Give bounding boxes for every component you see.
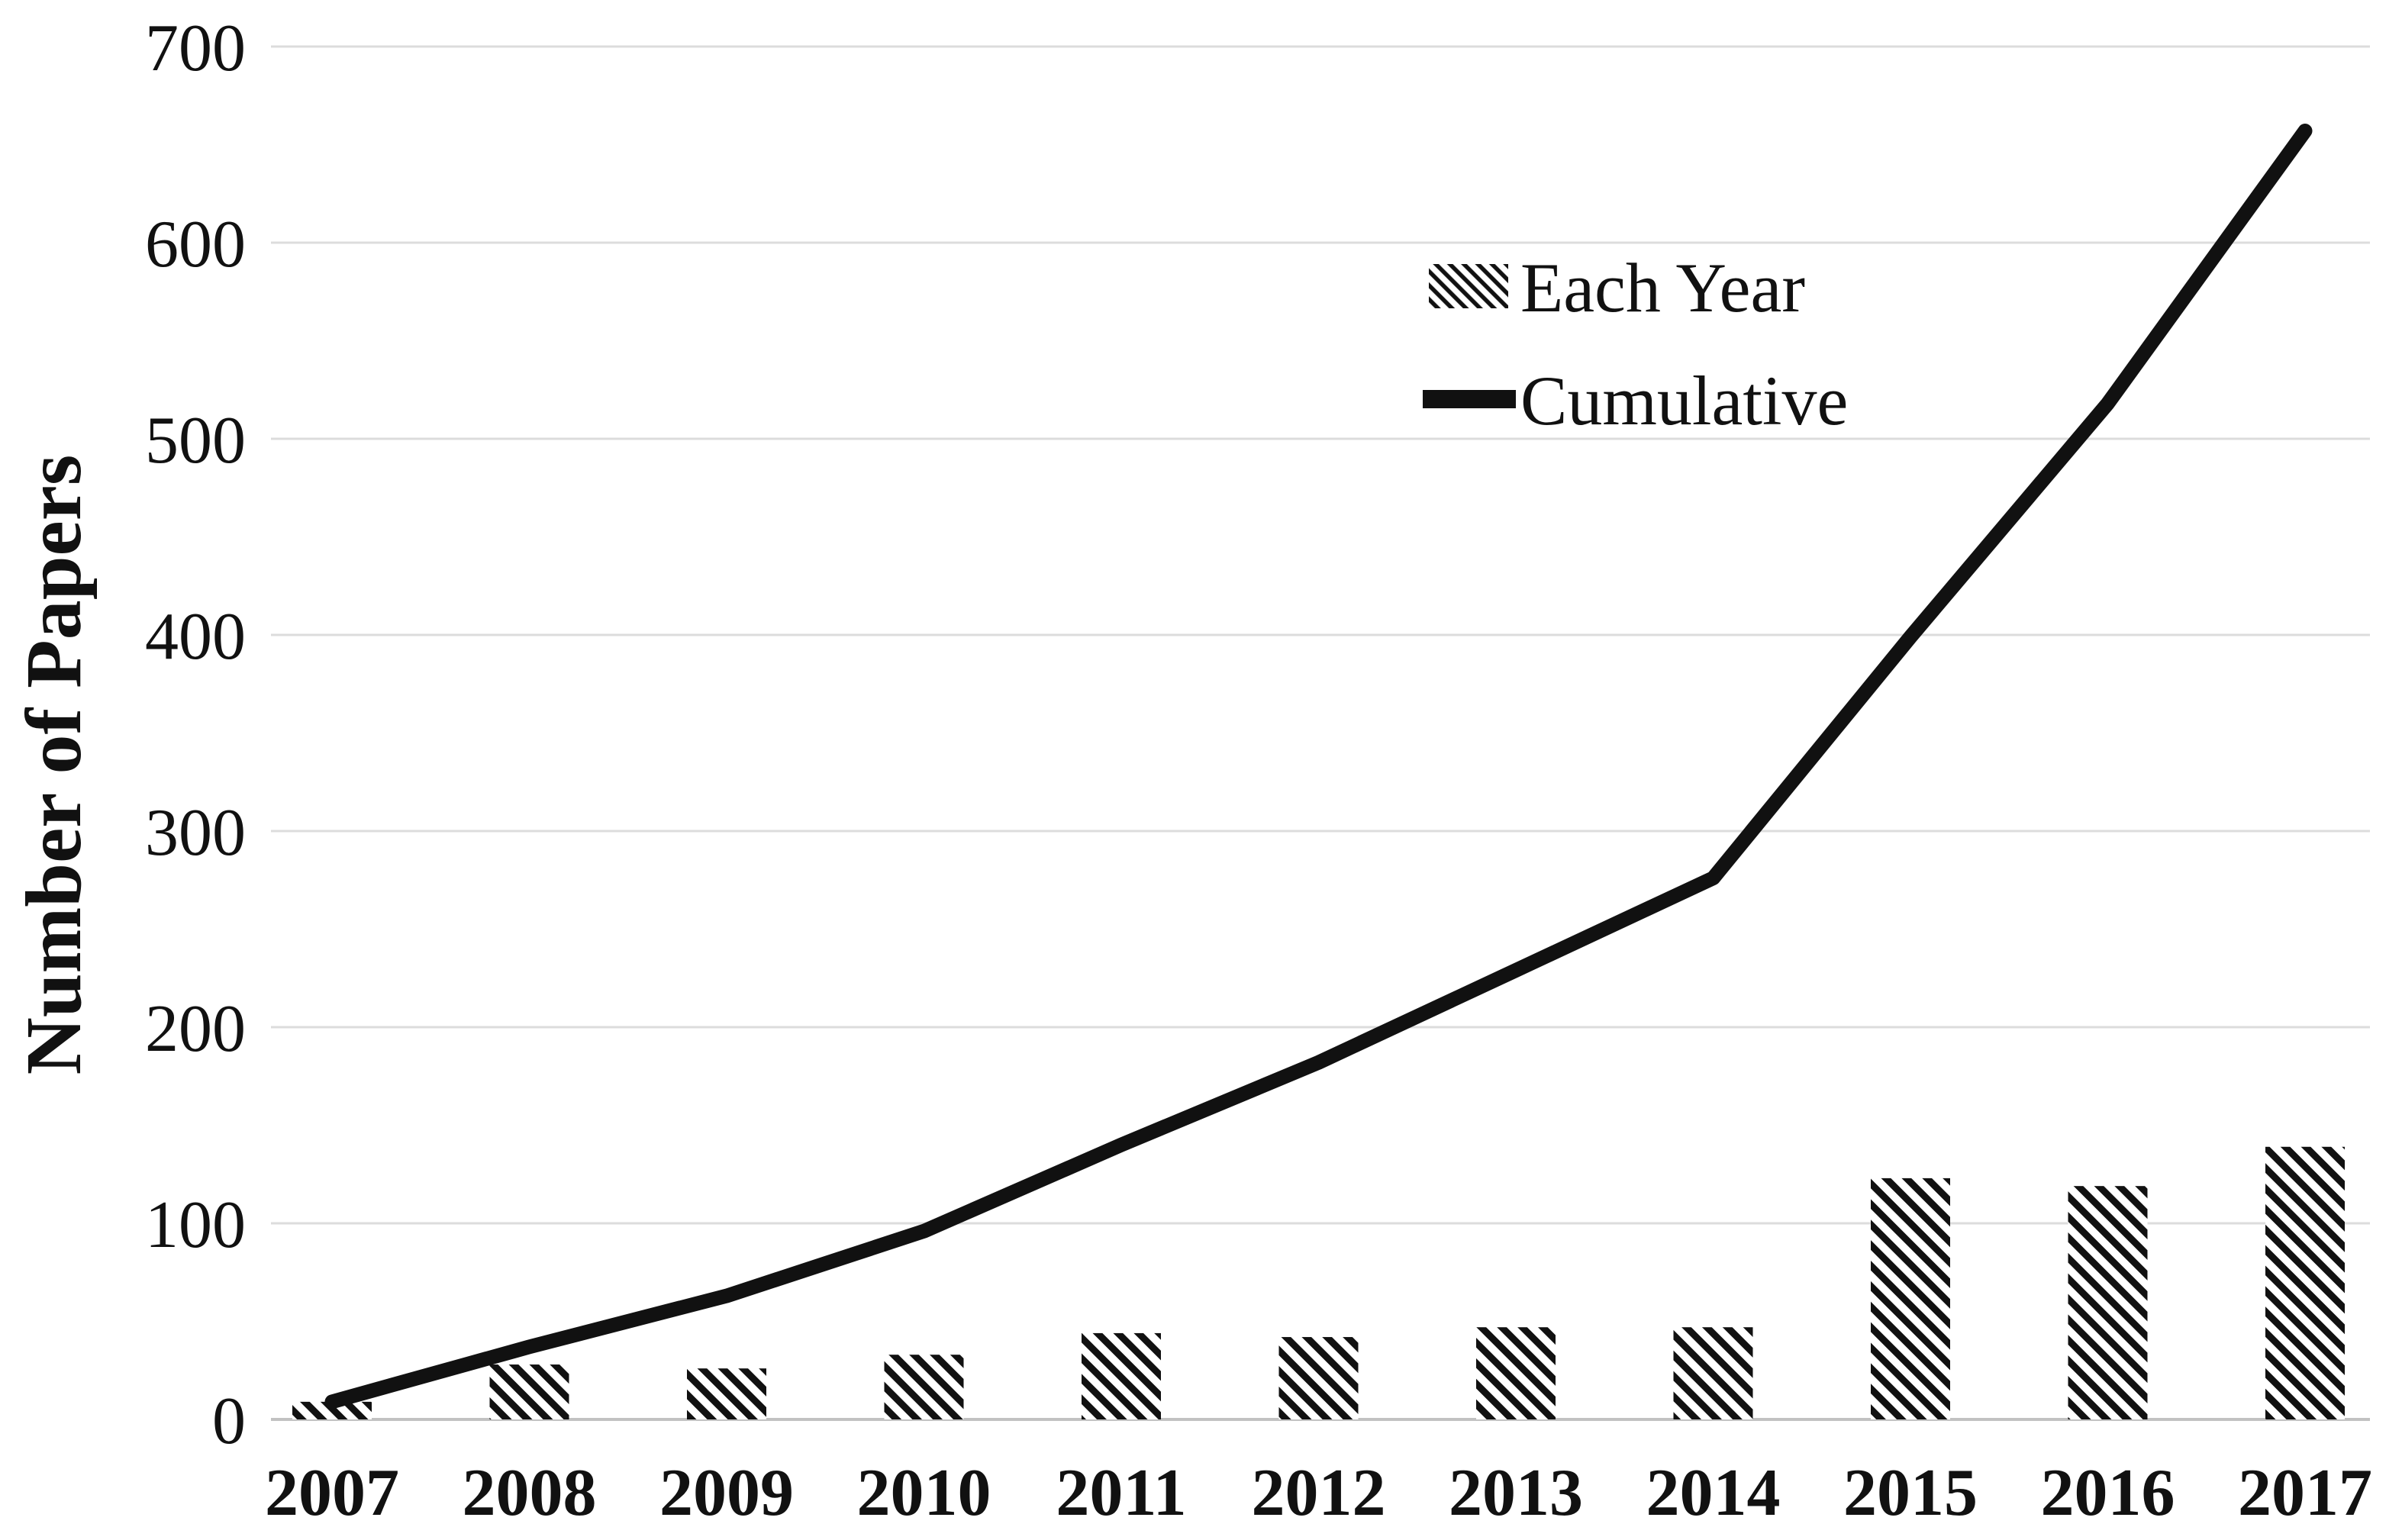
x-tick-label-2015: 2015 bbox=[1843, 1456, 1978, 1530]
legend-cumulative-label: Cumulative bbox=[1520, 362, 1848, 440]
y-tick-label-0: 0 bbox=[212, 1384, 246, 1458]
y-tick-label-400: 400 bbox=[145, 600, 246, 674]
x-tick-label-2017: 2017 bbox=[2238, 1456, 2372, 1530]
y-tick-label-100: 100 bbox=[145, 1188, 246, 1262]
bar-2009 bbox=[687, 1368, 766, 1419]
x-tick-label-2008: 2008 bbox=[463, 1456, 597, 1530]
y-tick-label-600: 600 bbox=[145, 208, 246, 282]
y-axis-title: Number of Papers bbox=[10, 455, 98, 1075]
y-tick-label-500: 500 bbox=[145, 404, 246, 478]
x-tick-label-2007: 2007 bbox=[265, 1456, 399, 1530]
y-tick-label-200: 200 bbox=[145, 992, 246, 1066]
y-axis-tick-labels: 0 100 200 300 400 500 600 700 bbox=[145, 11, 246, 1458]
bar-2013 bbox=[1476, 1327, 1556, 1419]
x-axis-tick-labels: 2007 2008 2009 2010 2011 2012 2013 2014 2015 2016… bbox=[265, 1456, 2372, 1530]
bar-2007 bbox=[292, 1401, 372, 1419]
bar-2011 bbox=[1082, 1332, 1161, 1419]
x-tick-label-2012: 2012 bbox=[1252, 1456, 1386, 1530]
bar-2017 bbox=[2265, 1146, 2345, 1419]
bar-2012 bbox=[1278, 1337, 1359, 1419]
bar-2014 bbox=[1673, 1327, 1753, 1419]
x-tick-label-2014: 2014 bbox=[1646, 1456, 1781, 1530]
bar-2008 bbox=[489, 1364, 569, 1419]
y-tick-label-700: 700 bbox=[145, 11, 246, 85]
x-tick-label-2010: 2010 bbox=[857, 1456, 991, 1530]
cumulative-line bbox=[324, 124, 2313, 1410]
bar-2015 bbox=[1871, 1178, 1950, 1419]
x-tick-label-2009: 2009 bbox=[659, 1456, 794, 1530]
x-tick-label-2013: 2013 bbox=[1449, 1456, 1583, 1530]
x-tick-label-2011: 2011 bbox=[1056, 1456, 1186, 1530]
legend: Each Year Cumulative bbox=[1423, 249, 1848, 440]
legend-each-year-swatch bbox=[1429, 264, 1508, 308]
gridlines bbox=[271, 45, 2370, 1421]
x-tick-label-2016: 2016 bbox=[2041, 1456, 2175, 1530]
bar-2016 bbox=[2068, 1186, 2148, 1419]
legend-each-year-label: Each Year bbox=[1520, 249, 1805, 327]
y-tick-label-300: 300 bbox=[145, 796, 246, 870]
bar-2010 bbox=[884, 1355, 964, 1419]
each-year-bars bbox=[292, 1146, 2345, 1419]
